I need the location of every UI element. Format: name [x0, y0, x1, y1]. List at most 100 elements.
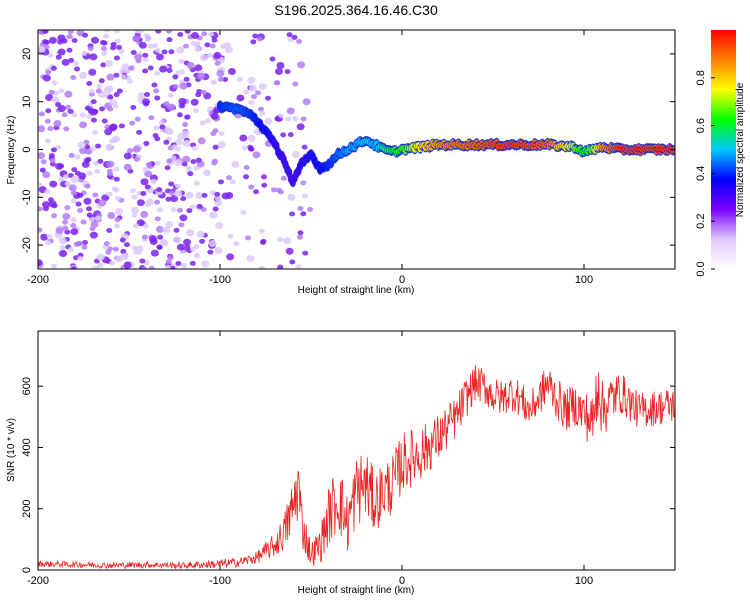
snr-panel: -200 -100 0 100 0 200 400 600 Height of straig…: [6, 330, 676, 596]
spectrogram-noise-blob: [142, 52, 149, 58]
spectrogram-noise-blob: [44, 118, 51, 124]
spectrogram-noise-blob: [106, 191, 113, 197]
spectrogram-noise-blob: [209, 43, 216, 49]
spectrogram-noise-blob: [126, 78, 133, 84]
spectrogram-noise-blob: [67, 30, 74, 35]
spectrogram-noise-blob: [177, 207, 184, 213]
spectrogram-noise-blob: [168, 181, 175, 187]
spectrogram-x-axis-label: Height of straight line (km): [298, 285, 415, 296]
spectrogram-noise-blob: [114, 195, 121, 201]
spectrogram-noise-blob: [243, 174, 250, 180]
spectrogram-noise-blob: [200, 89, 207, 95]
spectrogram-noise-blob: [296, 234, 303, 240]
spectrogram-noise-blob: [147, 65, 154, 71]
spectrogram-noise-blob: [292, 150, 301, 158]
spectrogram-noise-blob: [186, 229, 195, 237]
spectrogram-noise-blob: [100, 46, 107, 52]
spectrogram-noise-blob: [240, 209, 247, 215]
spectrogram-noise-blob: [89, 216, 96, 222]
spectrogram-x-tick-label: 100: [575, 274, 593, 286]
spectrogram-noise-blob: [295, 264, 302, 269]
spectrogram-noise-blob: [154, 136, 161, 142]
spectrogram-noise-blob: [156, 244, 163, 250]
spectrogram-noise-blob: [271, 187, 278, 193]
spectrogram-noise-blob: [113, 30, 120, 34]
spectrogram-noise-blob: [197, 72, 206, 80]
spectrogram-noise-blob: [206, 52, 213, 58]
spectrogram-noise-blob: [166, 68, 173, 74]
spectrogram-noise-blob: [201, 31, 208, 37]
spectrogram-noise-blob: [252, 33, 259, 39]
spectrogram-noise-blob: [248, 146, 255, 152]
spectrogram-noise-blob: [45, 240, 52, 246]
spectrogram-noise-blob: [155, 53, 164, 61]
spectrogram-noise-blob: [103, 33, 110, 39]
spectrogram-noise-blob: [300, 116, 307, 122]
spectrogram-noise-blob: [277, 264, 284, 269]
spectrogram-noise-blob: [155, 30, 162, 34]
spectrogram-noise-blob: [209, 211, 218, 219]
spectrogram-noise-blob: [195, 192, 204, 200]
spectrogram-noise-blob: [180, 196, 187, 202]
spectrogram-y-tick-label: 20: [21, 48, 33, 60]
spectrogram-noise-blob: [39, 167, 46, 173]
spectrogram-noise-blob: [253, 189, 260, 195]
spectrogram-noise-blob: [70, 74, 77, 80]
spectrogram-noise-blob: [186, 61, 195, 69]
spectrogram-noise-blob: [132, 223, 139, 229]
spectrogram-noise-blob: [260, 238, 267, 244]
spectrogram-noise-blob: [241, 145, 248, 151]
spectrogram-noise-blob: [106, 73, 115, 81]
spectrogram-noise-blob: [199, 54, 208, 62]
spectrogram-noise-blob: [297, 61, 306, 69]
spectrogram-noise-blob: [236, 76, 243, 82]
spectrogram-noise-blob: [168, 190, 175, 196]
spectrogram-noise-blob: [58, 237, 67, 245]
spectrogram-noise-blob: [277, 189, 284, 195]
spectrogram-noise-blob: [136, 199, 145, 207]
spectrogram-noise-blob: [210, 79, 217, 85]
spectrogram-noise-blob: [71, 167, 78, 173]
spectrogram-noise-blob: [245, 235, 252, 241]
spectrogram-noise-blob: [51, 203, 58, 209]
spectrogram-noise-blob: [168, 49, 175, 55]
spectrogram-noise-blob: [79, 71, 88, 79]
spectrogram-noise-blob: [219, 43, 226, 49]
spectrogram-noise-blob: [90, 99, 97, 105]
spectrogram-noise-blob: [135, 30, 142, 34]
spectrogram-noise-blob: [285, 116, 292, 122]
spectrogram-noise-blob: [151, 82, 158, 88]
spectrogram-noise-blob: [113, 176, 120, 182]
spectrogram-noise-blob: [53, 119, 62, 127]
spectrogram-noise-blob: [182, 155, 191, 163]
spectrogram-noise-blob: [87, 46, 94, 52]
spectrogram-noise-blob: [227, 68, 236, 76]
spectrogram-noise-blob: [141, 234, 148, 240]
spectrogram-noise-blob: [76, 240, 83, 246]
spectrogram-noise-blob: [90, 146, 97, 152]
spectrogram-noise-blob: [154, 216, 161, 222]
spectrogram-noise-blob: [61, 58, 70, 66]
spectrogram-noise-blob: [133, 156, 140, 162]
spectrogram-noise-blob: [283, 237, 292, 245]
spectrogram-noise-blob: [179, 103, 186, 109]
spectrogram-noise-blob: [109, 99, 118, 107]
spectrogram-noise-blob: [144, 37, 151, 43]
spectrogram-noise-blob: [217, 141, 226, 149]
spectrogram-noise-blob: [193, 165, 200, 171]
spectrogram-noise-blob: [51, 96, 60, 104]
snr-y-tick-label: 400: [21, 438, 33, 456]
spectrogram-noise-blob: [214, 191, 221, 197]
spectrogram-noise-blob: [51, 80, 58, 86]
spectrogram-noise-blob: [140, 190, 147, 196]
spectrogram-noise-blob: [285, 247, 294, 255]
spectrogram-noise-blob: [119, 237, 126, 243]
spectrogram-noise-blob: [92, 129, 99, 135]
spectrogram-noise-blob: [114, 217, 121, 223]
snr-x-ticks: -200 -100 0 100: [27, 331, 593, 587]
spectrogram-noise-blob: [99, 106, 106, 112]
spectrogram-noise-blob: [84, 144, 91, 150]
spectrogram-noise-blob: [137, 92, 146, 100]
spectrogram-noise-blob: [207, 249, 214, 255]
